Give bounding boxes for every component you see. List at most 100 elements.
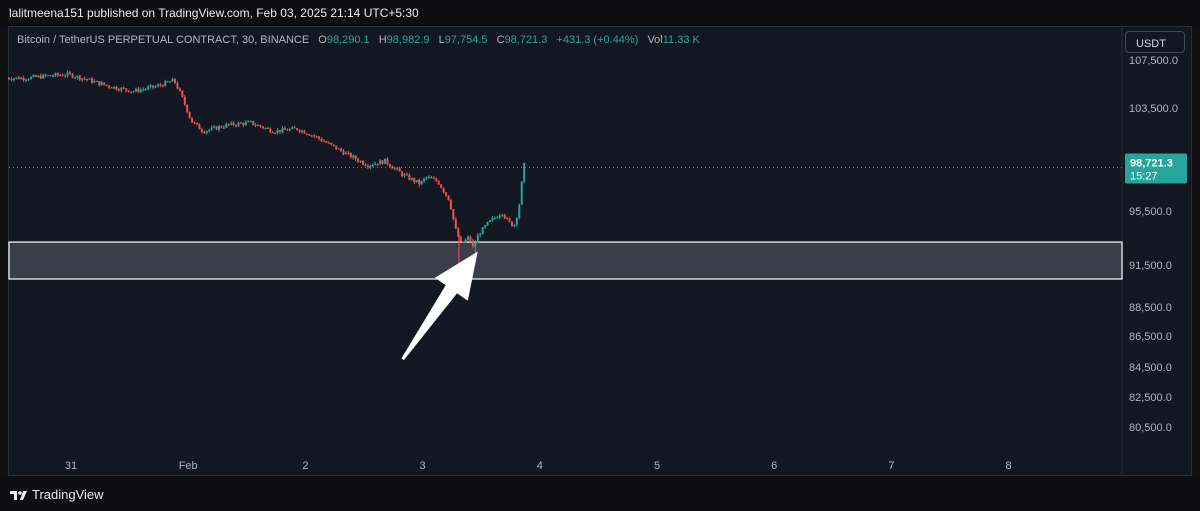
candle-body: [42, 74, 45, 79]
candle-body: [242, 123, 245, 125]
candle-body: [447, 195, 450, 201]
candle-body: [29, 76, 32, 80]
candle-body: [442, 187, 445, 193]
candle-body: [156, 84, 159, 87]
candle-body: [215, 126, 218, 130]
candle-body: [293, 127, 296, 129]
candle-body: [510, 221, 513, 227]
candle-body: [415, 180, 418, 183]
tradingview-logo[interactable]: TradingView: [10, 487, 104, 502]
candle-body: [379, 160, 382, 165]
candle-body: [508, 218, 511, 222]
candle-body: [325, 141, 328, 143]
candle-body: [159, 84, 162, 86]
candle-body: [391, 166, 394, 169]
candle-body: [445, 192, 448, 196]
candle-body: [235, 125, 238, 127]
candle-body: [193, 122, 196, 124]
candle-body: [269, 128, 272, 133]
candle-body: [61, 75, 64, 77]
candle-body: [127, 90, 130, 93]
candle-body: [181, 90, 184, 97]
candle-body: [449, 200, 452, 210]
candle-body: [335, 145, 338, 150]
candle-body: [103, 82, 106, 85]
candle-body: [454, 219, 457, 229]
candle-body: [315, 136, 318, 138]
candle-body: [47, 75, 50, 77]
candle-body: [15, 77, 18, 79]
y-tick-label: 107,500.0: [1129, 55, 1178, 67]
candle-body: [283, 128, 286, 130]
price-chart[interactable]: 107,500.0103,500.099,500.095,500.091,500…: [8, 26, 1192, 476]
candle-body: [410, 178, 413, 180]
candle-body: [523, 162, 526, 182]
candle-body: [27, 79, 30, 81]
candle-body: [496, 217, 499, 219]
x-tick-label: 3: [420, 460, 426, 472]
candle-body: [405, 174, 408, 176]
candle-body: [362, 161, 365, 165]
candle-body: [520, 181, 523, 205]
candle-body: [271, 132, 274, 134]
candle-body: [437, 180, 440, 185]
candle-body: [418, 180, 421, 185]
candle-body: [332, 144, 335, 146]
candle-body: [225, 124, 228, 128]
candle-body: [90, 78, 93, 83]
candle-body: [247, 121, 250, 123]
candle-body: [37, 75, 40, 77]
candle-body: [491, 218, 494, 221]
legend-symbol: Bitcoin / TetherUS PERPETUAL CONTRACT, 3…: [17, 34, 310, 46]
candle-body: [137, 88, 140, 92]
candle-body: [300, 130, 303, 132]
candle-body: [205, 131, 208, 134]
candle-body: [503, 214, 506, 218]
candle-body: [208, 129, 211, 132]
candle-body: [298, 129, 301, 132]
candle-body: [288, 129, 291, 131]
candle-body: [383, 158, 386, 164]
candle-body: [488, 220, 491, 222]
candle-body: [34, 75, 37, 77]
candle-body: [232, 122, 235, 126]
legend-low-label: L: [438, 34, 445, 46]
candle-body: [347, 152, 350, 154]
candle-body: [305, 133, 308, 135]
candle-body: [259, 125, 262, 127]
candle-body: [281, 128, 284, 133]
candle-body: [239, 122, 242, 124]
candle-body: [340, 148, 343, 151]
candle-body: [266, 127, 269, 129]
candle-body: [342, 150, 345, 155]
candle-body: [161, 85, 164, 87]
candle-body: [122, 87, 125, 89]
legend-high-value: 98,982.9: [386, 34, 430, 46]
candle-body: [352, 155, 355, 158]
candle-body: [462, 241, 465, 243]
candle-body: [408, 174, 411, 180]
candle-body: [83, 78, 86, 80]
legend-volume-value: 11.33 K: [662, 34, 700, 46]
candle-body: [310, 135, 313, 137]
currency-button[interactable]: USDT: [1125, 31, 1185, 53]
candle-body: [432, 178, 435, 180]
candle-body: [186, 104, 189, 113]
y-tick-label: 103,500.0: [1129, 103, 1178, 115]
candle-body: [147, 86, 150, 89]
tradingview-logo-icon: [10, 490, 27, 500]
candle-body: [169, 81, 172, 83]
candle-body: [12, 78, 15, 80]
y-tick-label: 84,500.0: [1129, 362, 1172, 374]
candle-body: [398, 168, 401, 172]
candle-body: [93, 81, 96, 83]
candle-body: [125, 88, 128, 91]
candle-body: [144, 88, 147, 90]
candle-body: [220, 126, 223, 128]
candle-body: [303, 130, 306, 134]
candle-body: [142, 89, 145, 91]
x-tick-label: 8: [1006, 460, 1012, 472]
candle-body: [276, 130, 279, 133]
candle-body: [513, 224, 516, 227]
x-tick-label: 31: [65, 460, 77, 472]
